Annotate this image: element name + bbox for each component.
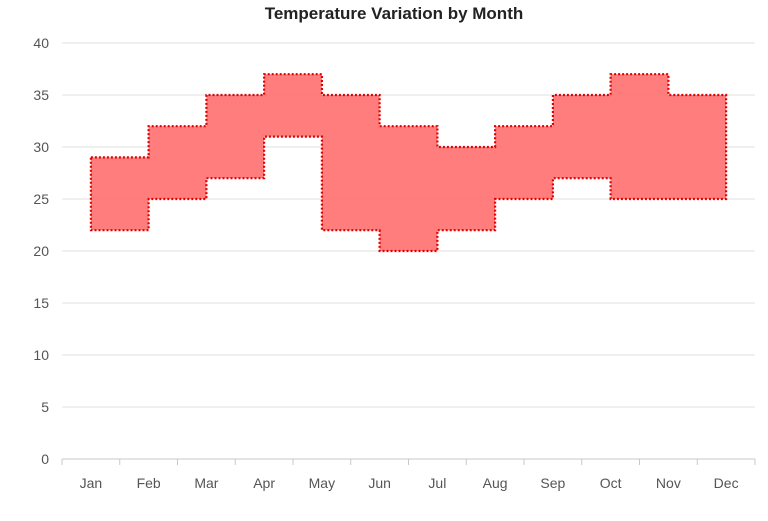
x-tick-label: Feb [137, 475, 161, 491]
y-tick-label: 0 [41, 451, 49, 467]
x-tick-label: Mar [194, 475, 218, 491]
y-tick-label: 40 [33, 35, 49, 51]
x-tick-label: Jun [368, 475, 391, 491]
y-axis: 0 5 10 15 20 25 30 35 40 [33, 35, 49, 467]
x-tick-label: Jan [80, 475, 103, 491]
x-tick-label: Dec [714, 475, 739, 491]
range-step-oct [611, 74, 669, 199]
range-step-sep [553, 95, 611, 178]
x-tick-label: Aug [483, 475, 508, 491]
plot-area [89, 73, 728, 253]
range-step-mar [206, 95, 264, 178]
x-tick-label: May [309, 475, 335, 491]
range-step-aug [495, 126, 553, 199]
x-tick-label: Apr [253, 475, 275, 491]
y-tick-label: 10 [33, 347, 49, 363]
range-step-may [322, 95, 380, 230]
range-step-nov [668, 95, 726, 199]
range-step-jan [91, 157, 149, 230]
x-tick-label: Sep [540, 475, 565, 491]
y-tick-label: 30 [33, 139, 49, 155]
range-area-border [89, 73, 728, 253]
y-tick-label: 5 [41, 399, 49, 415]
x-tick-label: Nov [656, 475, 681, 491]
x-tick-label: Jul [428, 475, 446, 491]
range-step-apr [264, 74, 322, 136]
y-tick-label: 35 [33, 87, 49, 103]
chart-title: Temperature Variation by Month [265, 4, 524, 23]
range-area-fill [90, 74, 727, 251]
x-axis: Jan Feb Mar Apr May Jun Jul Aug Sep Oct Nov Dec [61, 458, 756, 491]
y-tick-label: 20 [33, 243, 49, 259]
x-tick-label: Oct [600, 475, 622, 491]
range-step-feb [149, 126, 207, 199]
y-tick-label: 25 [33, 191, 49, 207]
range-step-jun [380, 126, 438, 251]
range-step-jul [437, 147, 495, 230]
y-tick-label: 15 [33, 295, 49, 311]
